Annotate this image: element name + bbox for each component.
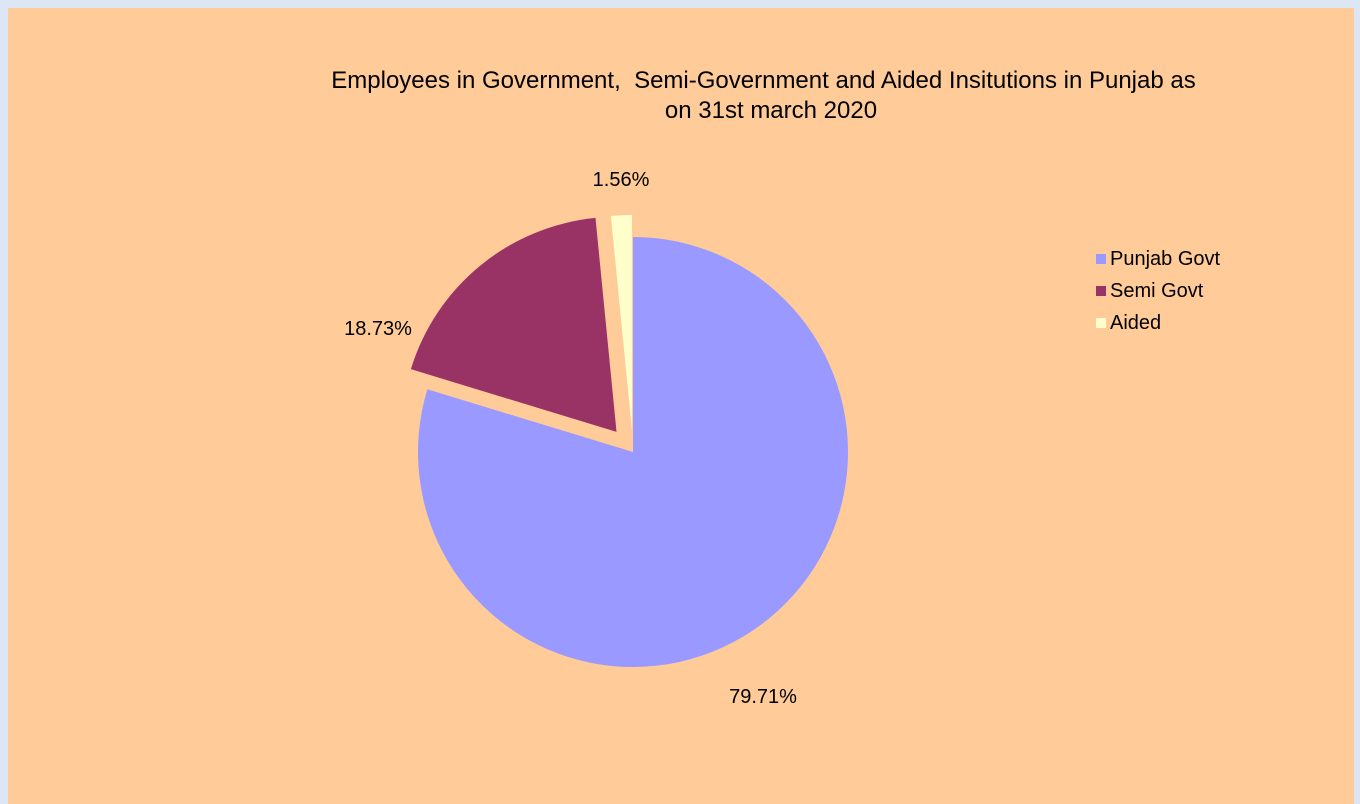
pie-chart: 79.71% 18.73% 1.56%: [344, 169, 848, 708]
chart-area: Employees in Government, Semi-Government…: [8, 8, 1354, 804]
legend-label: Aided: [1110, 311, 1162, 334]
legend-label: Semi Govt: [1110, 279, 1204, 302]
legend-swatch: [1096, 286, 1106, 296]
legend-swatch: [1096, 254, 1106, 264]
pie-slice-semi-govt: [410, 217, 617, 432]
data-label-punjab-govt: 79.71%: [729, 686, 797, 708]
legend-item-semi-govt: Semi Govt: [1096, 275, 1220, 307]
data-label-aided: 1.56%: [593, 169, 650, 191]
pie-slice-aided: [610, 215, 632, 431]
pie-slice-punjab-govt: [417, 237, 848, 667]
chart-title: Employees in Government, Semi-Government…: [8, 66, 1354, 126]
legend: Punjab Govt Semi Govt Aided: [1096, 243, 1220, 339]
legend-item-punjab-govt: Punjab Govt: [1096, 243, 1220, 275]
chart-title-line-1: Employees in Government, Semi-Government…: [331, 67, 1196, 94]
legend-item-aided: Aided: [1096, 307, 1220, 339]
legend-label: Punjab Govt: [1110, 247, 1221, 270]
chart-title-line-2: on 31st march 2020: [664, 97, 878, 124]
legend-swatch: [1096, 318, 1106, 328]
data-label-semi-govt: 18.73%: [344, 318, 412, 340]
